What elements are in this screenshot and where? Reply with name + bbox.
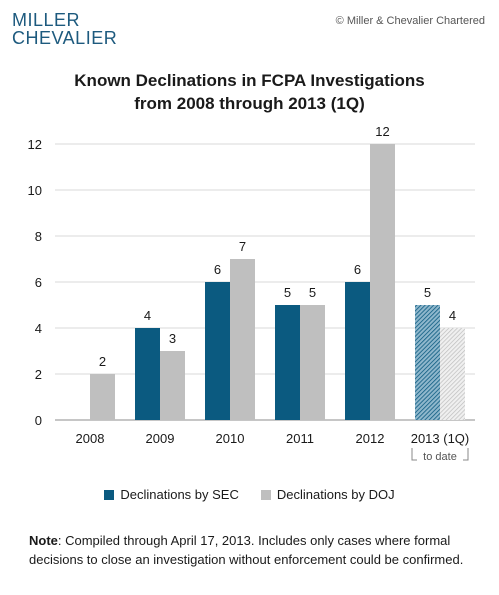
footnote-text: : Compiled through April 17, 2013. Inclu… [29, 533, 464, 567]
legend-label-sec: Declinations by SEC [120, 487, 239, 502]
data-label: 12 [375, 124, 389, 139]
bar-sec [135, 328, 160, 420]
annotation-bracket-right [463, 448, 469, 461]
y-tick-label: 6 [35, 275, 42, 290]
x-tick-label: 2009 [146, 431, 175, 446]
data-label: 5 [424, 285, 431, 300]
x-tick-label: 2011 [286, 431, 314, 446]
legend-label-doj: Declinations by DOJ [276, 487, 395, 502]
chart-title: Known Declinations in FCPA Investigation… [74, 71, 425, 90]
bar-doj [440, 328, 465, 420]
y-tick-label: 0 [35, 413, 42, 428]
legend-item-sec: Declinations by SEC [104, 487, 239, 502]
legend-item-doj: Declinations by DOJ [260, 487, 395, 502]
category-annotation: to date [423, 451, 457, 463]
data-label: 6 [354, 262, 361, 277]
bar-doj [300, 305, 325, 420]
annotation-bracket-left [411, 448, 417, 461]
copyright: © Miller & Chevalier Chartered [335, 15, 485, 27]
legend-swatch-sec [104, 489, 115, 500]
bar-doj [230, 259, 255, 420]
data-label: 2 [99, 354, 106, 369]
y-tick-label: 12 [28, 137, 42, 152]
data-label: 4 [449, 308, 456, 323]
bar-sec [275, 305, 300, 420]
logo: MILLER CHEVALIER [12, 11, 117, 47]
logo-line-2: CHEVALIER [12, 28, 118, 48]
logo-line-1: MILLER [12, 10, 81, 30]
data-label: 5 [284, 285, 291, 300]
bar-doj [160, 351, 185, 420]
chart-title-block: Known Declinations in FCPA Investigation… [0, 69, 499, 115]
y-tick-label: 8 [35, 229, 42, 244]
chart-subtitle: from 2008 through 2013 (1Q) [134, 94, 365, 113]
x-tick-label: 2012 [356, 431, 385, 446]
bar-sec [345, 282, 370, 420]
footnote: Note: Compiled through April 17, 2013. I… [29, 531, 479, 569]
legend-swatch-doj [260, 489, 271, 500]
x-tick-label: 2010 [216, 431, 245, 446]
data-label: 5 [309, 285, 316, 300]
x-tick-label: 2008 [76, 431, 105, 446]
data-label: 4 [144, 308, 151, 323]
bar-sec [205, 282, 230, 420]
x-tick-label: 2013 (1Q) [411, 431, 470, 446]
bar-doj [90, 374, 115, 420]
bar-sec [415, 305, 440, 420]
legend: Declinations by SEC Declinations by DOJ [0, 487, 499, 502]
data-label: 7 [239, 239, 246, 254]
y-tick-label: 10 [28, 183, 42, 198]
y-tick-label: 2 [35, 367, 42, 382]
data-label: 3 [169, 331, 176, 346]
bar-chart: 0 2 4 6 8 10 12 2 2008 4 3 2009 6 7 2010 5 5 2011 6 12 2012 5… [28, 124, 475, 463]
data-label: 6 [214, 262, 221, 277]
bar-doj [370, 144, 395, 420]
footnote-label: Note [29, 533, 58, 548]
y-tick-label: 4 [35, 321, 42, 336]
